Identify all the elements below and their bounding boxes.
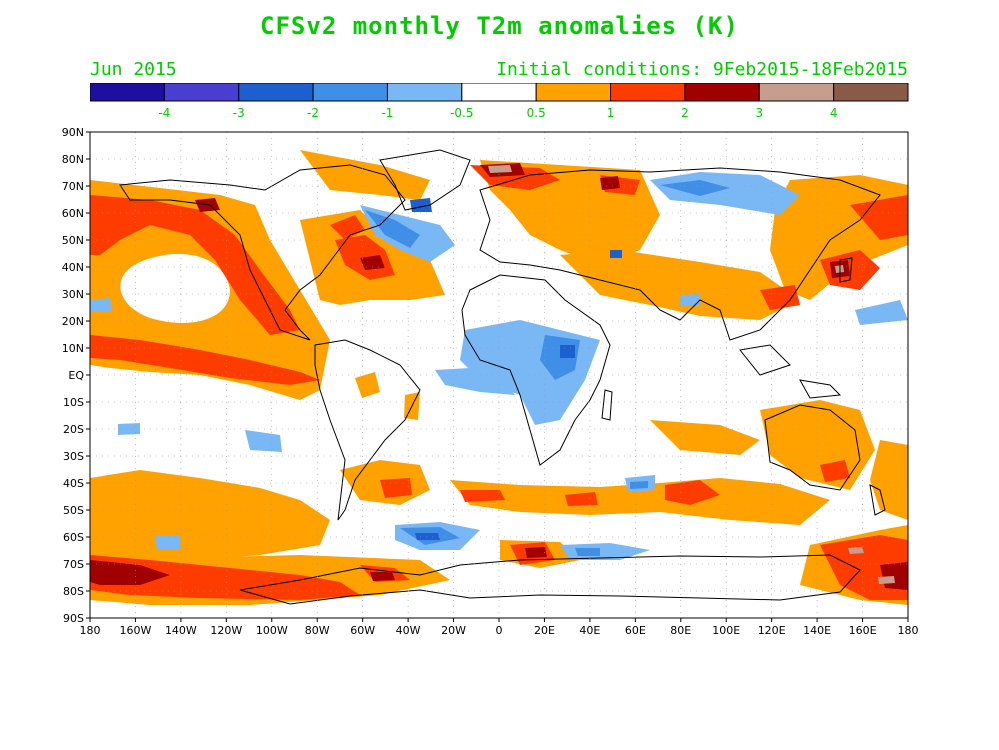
anomaly-darkblue-fields: [410, 198, 622, 540]
lat-tick-label: 40N: [62, 261, 84, 274]
colorbar-label: 1: [607, 106, 615, 120]
initial-conditions-label: Initial conditions: 9Feb2015-18Feb2015: [496, 59, 908, 80]
lon-tick-label: 160W: [120, 624, 152, 637]
lon-tick-label: 0: [496, 624, 503, 637]
colorbar-label: 2: [681, 106, 689, 120]
anomaly-brown-fields: [488, 165, 895, 584]
lon-tick-label: 180: [898, 624, 919, 637]
lon-tick-label: 140E: [803, 624, 831, 637]
lon-tick-label: 120W: [210, 624, 242, 637]
lat-tick-label: EQ: [68, 369, 84, 382]
lat-tick-label: 50N: [62, 234, 84, 247]
lat-tick-label: 60S: [63, 531, 84, 544]
lat-tick-label: 50S: [63, 504, 84, 517]
colorbar-label: -2: [307, 106, 319, 120]
lat-tick-label: 90S: [63, 612, 84, 625]
lon-tick-label: 120E: [758, 624, 786, 637]
colorbar-label: 0.5: [527, 106, 546, 120]
lat-tick-label: 30N: [62, 288, 84, 301]
map-title: CFSv2 monthly T2m anomalies (K): [260, 12, 739, 40]
lon-tick-label: 60E: [625, 624, 646, 637]
lon-tick-label: 80E: [670, 624, 691, 637]
lon-tick-label: 20W: [441, 624, 466, 637]
colorbar-label: 4: [830, 106, 838, 120]
lat-tick-label: 70S: [63, 558, 84, 571]
longitude-axis: 180 160W 140W 120W 100W 80W 60W 40W 20W 0 20E 40E 60…: [80, 618, 919, 637]
lon-tick-label: 100W: [256, 624, 288, 637]
colorbar-label: -0.5: [450, 106, 473, 120]
map-gridlines: [90, 132, 908, 618]
lon-tick-label: 20E: [534, 624, 555, 637]
colorbar-label: -1: [381, 106, 393, 120]
lat-tick-label: 10S: [63, 396, 84, 409]
lon-tick-label: 40E: [579, 624, 600, 637]
lat-tick-label: 60N: [62, 207, 84, 220]
latitude-axis: 90N 80N 70N 60N 50N 40N 30N 20N 10N EQ 10S 20S 30S 40…: [62, 126, 90, 625]
coastlines: [119, 149, 886, 605]
colorbar-swatch: [833, 83, 909, 102]
colorbar-label: -4: [158, 106, 170, 120]
valid-month-label: Jun 2015: [90, 59, 177, 80]
lon-tick-label: 160E: [849, 624, 877, 637]
lat-tick-label: 40S: [63, 477, 84, 490]
lat-tick-label: 80N: [62, 153, 84, 166]
lat-tick-label: 70N: [62, 180, 84, 193]
lon-tick-label: 40W: [396, 624, 421, 637]
lat-tick-label: 20N: [62, 315, 84, 328]
lon-tick-label: 80W: [305, 624, 330, 637]
colorbar-label: -3: [233, 106, 245, 120]
lon-tick-label: 100E: [712, 624, 740, 637]
lat-tick-label: 30S: [63, 450, 84, 463]
lon-tick-label: 180: [80, 624, 101, 637]
lat-tick-label: 80S: [63, 585, 84, 598]
colorbar-legend: -4 -3 -2 -1 -0.5 0.5 1 2 3 4: [90, 83, 909, 120]
lat-tick-label: 10N: [62, 342, 84, 355]
colorbar-label: 3: [755, 106, 763, 120]
lon-tick-label: 60W: [350, 624, 375, 637]
lon-tick-label: 140W: [165, 624, 197, 637]
lat-tick-label: 20S: [63, 423, 84, 436]
lat-tick-label: 90N: [62, 126, 84, 139]
